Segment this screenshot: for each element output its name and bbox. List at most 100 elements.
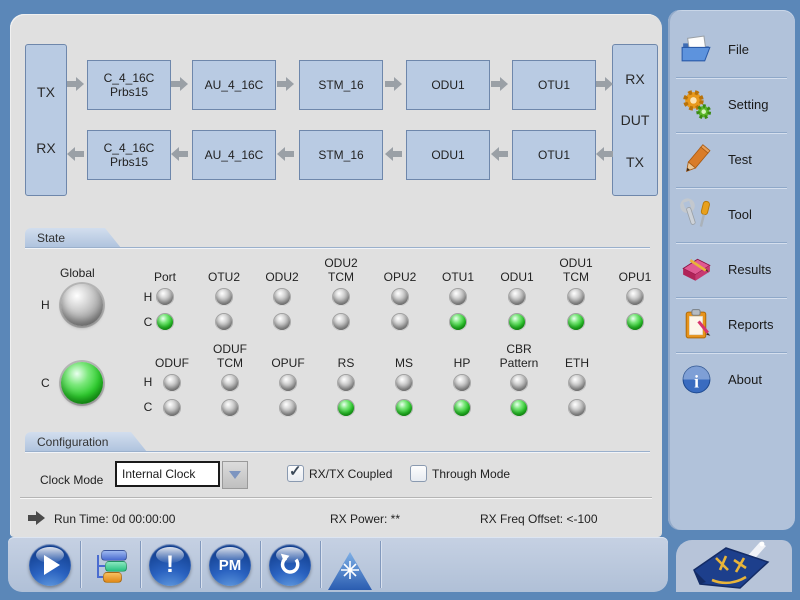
dut-rx-label: RX [625,70,645,87]
led-indicator [157,314,173,330]
state-column-label: OTU1 [441,270,474,284]
run-time-text: Run Time: 0d 00:00:00 [54,512,176,526]
flow-box-rx-3[interactable]: ODU1 [406,130,490,180]
brand-logo [693,541,770,589]
rxtx-coupled-checkbox[interactable]: ✓ [287,463,304,482]
flow-box-tx-4[interactable]: OTU1 [512,60,596,110]
state-column-label: CBR Pattern [499,342,539,370]
arrow-left-icon [491,147,508,161]
state-column-label: ODUF TCM [213,342,247,370]
global-label: Global [60,266,95,280]
performance-monitor-button[interactable]: PM [209,544,251,586]
flow-box-tx-0[interactable]: C_4_16C Prbs15 [87,60,171,110]
rx-power-text: RX Power: ** [330,512,401,526]
arrow-right-icon [67,77,84,91]
arrow-left-icon [277,147,294,161]
state-column-label: ETH [565,356,589,370]
arrow-right-icon [171,77,188,91]
state-column: ODU1 [488,254,546,344]
sidebar-item-file[interactable]: File [668,22,795,77]
clock-mode-dropdown-button[interactable] [222,461,248,489]
sidebar-item-about[interactable]: i About [668,352,795,407]
exclamation-icon: ! [166,551,174,578]
laser-button[interactable] [328,544,372,590]
pm-icon: PM [218,556,242,574]
through-mode-label: Through Mode [432,467,511,481]
bottom-toolbar: ! PM [8,537,668,592]
sparkle-icon [341,561,359,579]
state-column: ODUF TCM [201,340,259,430]
flow-box-tx-1[interactable]: AU_4_16C [192,60,276,110]
configuration-section-tab: Configuration [25,432,147,452]
divider [676,352,787,353]
sidebar-item-label: Test [728,152,752,167]
flow-box-rx-4[interactable]: OTU1 [512,130,596,180]
sidebar-item-results[interactable]: Results [668,242,795,297]
divider [320,541,321,588]
flow-box-rx-1[interactable]: AU_4_16C [192,130,276,180]
state-column: Port [136,254,194,344]
clock-mode-dropdown[interactable]: Internal Clock [115,461,248,489]
through-mode-checkbox[interactable] [410,465,427,482]
sidebar-item-setting[interactable]: Setting [668,77,795,132]
sidebar-item-reports[interactable]: Reports [668,297,795,352]
led-indicator [627,314,643,330]
sidebar-item-label: Tool [728,207,752,222]
flow-box-rx-2[interactable]: STM_16 [299,130,383,180]
flow-box-tx-2[interactable]: STM_16 [299,60,383,110]
configuration-section-line [25,451,650,452]
folder-icon [681,35,711,62]
led-indicator [568,314,584,330]
state-column: ODU2 [253,254,311,344]
led-indicator [392,314,408,330]
sidebar-item-label: Results [728,262,772,277]
arrow-right-icon [277,77,294,91]
sidebar-item-label: Setting [728,97,769,112]
sidebar-item-test[interactable]: Test [668,132,795,187]
divider [380,541,381,588]
state-column-label: ODU1 [500,270,534,284]
arrow-right-icon [385,77,402,91]
led-indicator [511,375,527,391]
led-indicator [274,314,290,330]
book-icon [682,258,711,281]
led-indicator [333,314,349,330]
state-column-label: ODUF [155,356,189,370]
state-column: CBR Pattern [490,340,548,430]
divider [676,77,787,78]
main-panel: TX RX RX DUT TX C_4_16C Prbs15 AU_4_16C … [10,14,662,537]
gears-icon [683,90,712,120]
led-indicator [222,400,238,416]
arrow-right-icon [596,77,613,91]
left-port-tx-label: TX [37,84,55,101]
state-column-label: OPU2 [383,270,417,284]
state-column: ODU2 TCM [312,254,370,344]
arrow-left-icon [67,147,84,161]
dut-label: DUT [620,112,650,128]
sidebar-item-label: File [728,42,749,57]
state-column-label: Port [153,270,176,284]
restart-button[interactable] [269,544,311,586]
play-icon [44,555,60,575]
state-column-label: ODU1 TCM [559,256,593,284]
flow-box-tx-3[interactable]: ODU1 [406,60,490,110]
led-indicator [274,289,290,305]
signal-structure-button[interactable] [89,544,131,586]
led-indicator [280,375,296,391]
clock-mode-value[interactable]: Internal Clock [115,461,220,487]
sidebar-item-tool[interactable]: Tool [668,187,795,242]
state-column: ODU1 TCM [547,254,605,344]
global-c-label: C [41,376,50,390]
tools-icon [680,198,710,227]
start-button[interactable] [29,544,71,586]
left-port-rx-label: RX [36,139,56,156]
row1-c-label: C [143,315,153,329]
dut-tx-label: TX [626,153,644,170]
undo-icon [280,553,300,574]
clock-mode-label: Clock Mode [40,473,104,487]
led-indicator [396,400,412,416]
global-h-label: H [41,298,50,312]
flow-box-rx-0[interactable]: C_4_16C Prbs15 [87,130,171,180]
global-h-led [61,284,103,326]
alarm-button[interactable]: ! [149,544,191,586]
